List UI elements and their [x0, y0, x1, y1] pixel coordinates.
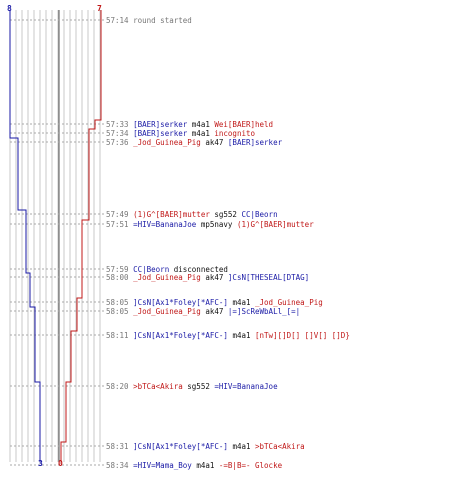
event-weapon: m4a1	[196, 461, 215, 470]
event-weapon: mp5navy	[200, 220, 233, 229]
event-weapon: m4a1	[191, 129, 210, 138]
event-player: _Jod_Guinea_Pig	[133, 273, 201, 282]
event-time: 57:36	[106, 138, 129, 147]
event-time: 58:34	[106, 461, 129, 470]
event-row: 57:14 round started	[106, 16, 192, 25]
event-player: ]CsN[Ax1*Foley[*AFC-]	[133, 442, 228, 451]
event-player: [BAER]serker	[133, 129, 188, 138]
event-player: (1)G^[BAER]mutter	[133, 210, 210, 219]
event-player: >bTCa<Akira	[133, 382, 183, 391]
event-weapon: ak47	[205, 307, 224, 316]
event-player: -=B|B=- Glocke	[218, 461, 283, 470]
event-player: Wei[BAER]held	[214, 120, 274, 129]
event-row: 58:31 ]CsN[Ax1*Foley[*AFC-] m4a1 >bTCa<A…	[106, 442, 305, 451]
event-player: =HIV=BananaJoe	[214, 382, 278, 391]
event-row: 57:51 =HIV=BananaJoe mp5navy (1)G^[BAER]…	[106, 220, 314, 229]
event-player: |=]ScReWbALl_[=|	[227, 307, 301, 316]
event-row: 57:33 [BAER]serker m4a1 Wei[BAER]held	[106, 120, 273, 129]
event-player: >bTCa<Akira	[255, 442, 305, 451]
event-player: ]CsN[THESEAL[DTAG]	[227, 273, 310, 282]
event-weapon: sg552	[214, 210, 237, 219]
event-row: 57:36 _Jod_Guinea_Pig ak47 [BAER]serker	[106, 138, 282, 147]
blue-end-count: 3	[38, 459, 43, 468]
event-player: (1)G^[BAER]mutter	[236, 220, 314, 229]
event-time: 57:14	[106, 16, 129, 25]
event-player: [BAER]serker	[133, 120, 188, 129]
event-row: 57:59 CC|Beorn disconnected	[106, 265, 228, 274]
event-player: _Jod_Guinea_Pig	[255, 298, 323, 307]
event-weapon: ak47	[205, 273, 224, 282]
event-row: 58:20 >bTCa<Akira sg552 =HIV=BananaJoe	[106, 382, 278, 391]
event-row: 57:34 [BAER]serker m4a1 incognito	[106, 129, 255, 138]
event-player: _Jod_Guinea_Pig	[133, 307, 201, 316]
event-time: 57:51	[106, 220, 129, 229]
event-weapon: disconnected	[173, 265, 228, 274]
event-player: ]CsN[Ax1*Foley[*AFC-]	[133, 298, 228, 307]
event-player: _Jod_Guinea_Pig	[133, 138, 201, 147]
event-weapon: m4a1	[232, 298, 251, 307]
blue-start-count: 8	[7, 4, 12, 13]
event-row: 58:00 _Jod_Guinea_Pig ak47 ]CsN[THESEAL[…	[106, 273, 309, 282]
event-weapon: ak47	[205, 138, 224, 147]
event-weapon: m4a1	[232, 442, 251, 451]
event-weapon: sg552	[187, 382, 210, 391]
event-time: 58:05	[106, 298, 129, 307]
event-time: 58:31	[106, 442, 129, 451]
red-team-alive-line	[60, 10, 102, 462]
event-player: ]CsN[Ax1*Foley[*AFC-]	[133, 331, 228, 340]
event-row: 58:05 ]CsN[Ax1*Foley[*AFC-] m4a1 _Jod_Gu…	[106, 298, 323, 307]
event-row: 57:49 (1)G^[BAER]mutter sg552 CC|Beorn	[106, 210, 278, 219]
event-player: incognito	[214, 129, 256, 138]
event-player: [BAER]serker	[227, 138, 283, 147]
event-time: 58:05	[106, 307, 129, 316]
event-player: [nTw][]D[] []V[] []D}	[255, 331, 350, 340]
event-player: CC|Beorn	[133, 265, 170, 274]
team-alive-timeline	[9, 10, 104, 466]
event-row: 58:34 =HIV=Mama_Boy m4a1 -=B|B=- Glocke	[106, 461, 282, 470]
blue-team-alive-line	[9, 10, 41, 462]
event-message: round started	[133, 16, 192, 25]
event-player: =HIV=BananaJoe	[133, 220, 197, 229]
event-time: 57:33	[106, 120, 129, 129]
event-time: 58:00	[106, 273, 129, 282]
event-row: 58:05 _Jod_Guinea_Pig ak47 |=]ScReWbALl_…	[106, 307, 300, 316]
event-time: 58:20	[106, 382, 129, 391]
red-start-count: 7	[97, 4, 102, 13]
event-row: 58:11 ]CsN[Ax1*Foley[*AFC-] m4a1 [nTw][]…	[106, 331, 350, 340]
red-end-count: 0	[58, 459, 63, 468]
event-weapon: m4a1	[191, 120, 210, 129]
event-time: 57:49	[106, 210, 129, 219]
event-time: 58:11	[106, 331, 129, 340]
event-time: 57:59	[106, 265, 129, 274]
event-weapon: m4a1	[232, 331, 251, 340]
event-player: =HIV=Mama_Boy	[133, 461, 192, 470]
event-time: 57:34	[106, 129, 129, 138]
event-player: CC|Beorn	[241, 210, 278, 219]
